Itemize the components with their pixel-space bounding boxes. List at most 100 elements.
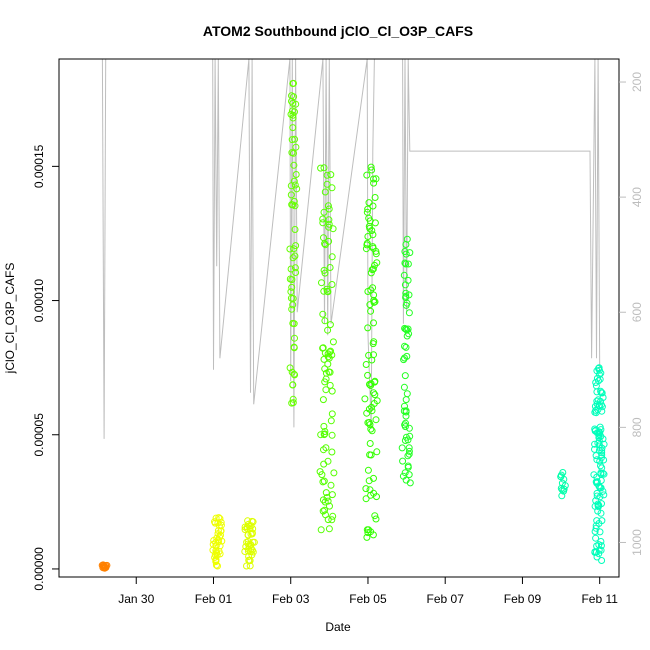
pressure-trace <box>101 58 601 439</box>
y-axis: 0.00000 0.00005 0.00010 0.00015 <box>32 144 59 591</box>
data-point <box>366 440 374 447</box>
data-point <box>328 184 336 192</box>
data-point <box>369 284 377 292</box>
data-point <box>371 377 379 385</box>
data-point <box>292 143 300 151</box>
data-point <box>401 469 409 477</box>
data-point <box>406 479 414 487</box>
data-point <box>405 424 413 432</box>
data-point <box>290 370 298 378</box>
data-point <box>406 432 414 440</box>
data-point <box>321 506 329 514</box>
data-point <box>593 553 601 561</box>
data-point <box>322 444 330 452</box>
data-point <box>369 231 377 239</box>
data-point <box>289 381 297 389</box>
data-point <box>369 265 377 273</box>
data-point <box>368 427 376 435</box>
data-point <box>402 396 410 404</box>
data-point <box>291 202 299 210</box>
data-point <box>321 269 329 277</box>
data-point <box>289 254 297 262</box>
data-point <box>366 301 374 309</box>
data-point <box>291 135 299 143</box>
data-point <box>597 538 605 545</box>
right-tick-label: 200 <box>630 72 644 92</box>
data-point <box>370 319 377 327</box>
data-point <box>401 259 409 267</box>
data-point <box>329 338 337 346</box>
data-point <box>404 260 412 268</box>
data-point <box>403 390 411 398</box>
data-point <box>398 444 406 452</box>
data-point <box>290 149 297 157</box>
data-point <box>402 260 410 268</box>
data-point <box>292 100 300 108</box>
data-point <box>363 533 371 541</box>
data-point <box>290 93 298 101</box>
data-point <box>361 395 369 403</box>
data-point <box>247 548 255 556</box>
data-point <box>402 412 410 420</box>
data-point <box>367 307 375 315</box>
data-point <box>324 288 332 296</box>
data-point <box>330 469 338 477</box>
data-point <box>364 205 372 213</box>
data-point <box>320 164 328 172</box>
data-point <box>599 487 607 495</box>
data-point <box>363 171 371 179</box>
data-point <box>404 436 412 444</box>
y-tick-label: 0.00000 <box>32 547 46 591</box>
data-point <box>289 124 297 132</box>
y-tick-label: 0.00015 <box>32 144 46 188</box>
data-point <box>287 191 295 199</box>
data-point <box>322 386 330 394</box>
data-point <box>597 542 605 550</box>
data-point <box>320 208 328 216</box>
x-tick-label: Feb 07 <box>427 592 465 606</box>
data-point <box>328 281 336 288</box>
right-tick-label: 400 <box>630 187 644 207</box>
data-point <box>559 469 567 476</box>
data-point <box>327 171 335 179</box>
data-point <box>216 533 224 541</box>
data-point <box>373 448 381 456</box>
data-point <box>600 440 608 448</box>
data-point <box>324 202 332 210</box>
data-point <box>597 369 605 377</box>
data-point <box>328 491 336 499</box>
data-point <box>290 79 297 87</box>
data-point <box>593 478 601 486</box>
data-point <box>593 492 601 500</box>
data-point <box>318 471 326 479</box>
data-point <box>326 321 334 329</box>
data-point <box>403 299 411 307</box>
data-point <box>600 456 608 464</box>
data-point <box>216 542 224 550</box>
data-point <box>328 431 336 439</box>
data-point <box>325 525 333 533</box>
data-point <box>366 421 374 428</box>
data-point <box>327 481 335 489</box>
data-point <box>322 489 330 497</box>
data-point <box>370 175 377 183</box>
x-tick-label: Feb 11 <box>581 592 618 606</box>
data-point <box>599 394 607 401</box>
data-point <box>319 310 327 318</box>
data-point <box>561 482 569 490</box>
data-point <box>600 470 608 478</box>
data-point <box>325 216 333 224</box>
data-point <box>597 484 605 492</box>
data-point <box>292 242 300 250</box>
data-point <box>401 437 409 444</box>
y-axis-label: jClO_Cl_O3P_CAFS <box>3 263 17 375</box>
data-point <box>217 518 225 526</box>
data-point <box>372 247 380 255</box>
data-point <box>216 515 224 523</box>
data-point <box>290 320 298 328</box>
data-point <box>368 407 376 415</box>
data-point <box>362 361 370 368</box>
data-point <box>289 111 297 119</box>
data-point <box>214 562 221 570</box>
data-point <box>326 368 334 376</box>
